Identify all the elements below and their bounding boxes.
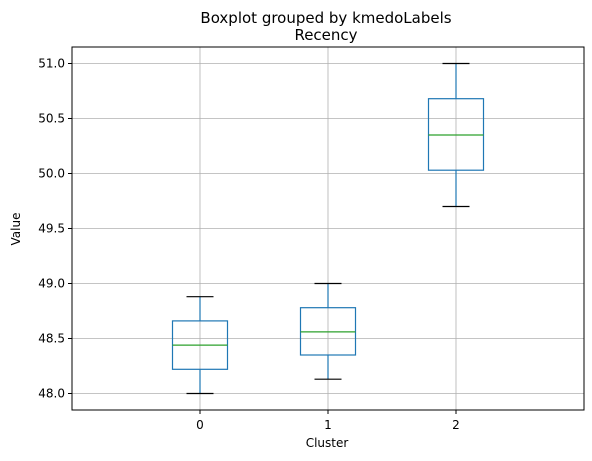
y-tick-label: 48.5: [38, 332, 65, 346]
chart-suptitle: Boxplot grouped by kmedoLabels: [200, 9, 451, 27]
y-axis-label: Value: [9, 213, 23, 246]
grid-layer: [72, 47, 584, 410]
chart-title: Recency: [294, 26, 357, 44]
x-tick-label: 1: [324, 418, 332, 432]
y-tick-label: 49.0: [38, 277, 65, 291]
x-tick-label: 0: [196, 418, 204, 432]
y-tick-label: 48.0: [38, 387, 65, 401]
y-axis: 48.0 48.5 49.0 49.5 50.0 50.5 51.0: [38, 57, 72, 401]
y-tick-label: 51.0: [38, 57, 65, 71]
boxes-layer: [171, 62, 485, 395]
box-group-cluster-1: [299, 282, 357, 380]
y-tick-label: 49.5: [38, 222, 65, 236]
x-tick-label: 2: [452, 418, 460, 432]
y-tick-label: 50.0: [38, 167, 65, 181]
x-axis-label: Cluster: [306, 436, 349, 450]
x-axis: 0 1 2: [196, 410, 460, 432]
box-group-cluster-2: [427, 62, 485, 208]
box-group-cluster-0: [171, 296, 229, 395]
y-tick-label: 50.5: [38, 112, 65, 126]
